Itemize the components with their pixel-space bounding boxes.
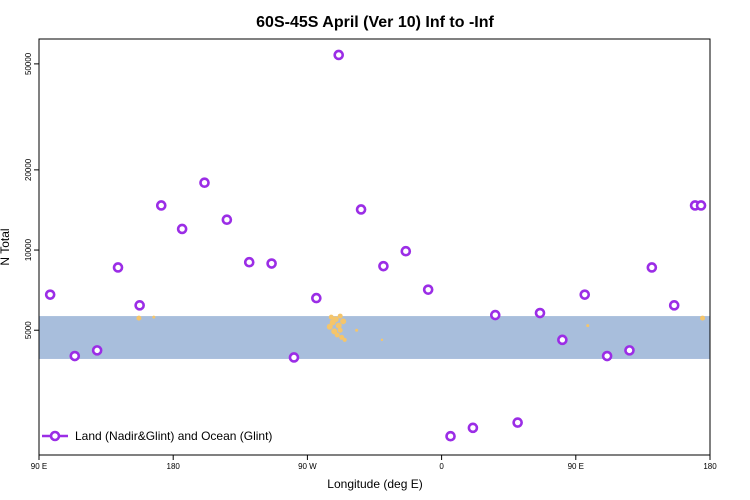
x-axis-label: Longitude (deg E) <box>327 477 422 491</box>
data-point <box>646 262 658 273</box>
land-speck <box>136 315 142 321</box>
data-point <box>355 204 367 215</box>
data-point <box>112 262 124 273</box>
data-point <box>624 345 635 356</box>
data-point <box>378 260 389 272</box>
data-point <box>601 350 613 362</box>
land-speck <box>339 334 345 340</box>
x-tick-label: 90 E <box>31 462 47 471</box>
data-point <box>155 200 167 211</box>
chart-title: 60S-45S April (Ver 10) Inf to -Inf <box>256 14 494 31</box>
legend-marker <box>49 430 61 442</box>
land-speck <box>326 323 333 330</box>
land-speck <box>334 332 340 338</box>
land-speck <box>337 327 343 333</box>
data-point <box>557 334 568 346</box>
x-axis: 90 E 180 90 W 0 90 E 180 <box>31 455 717 471</box>
data-point <box>668 300 680 311</box>
legend: Land (Nadir&Glint) and Ocean (Glint) <box>42 429 272 443</box>
plot-frame <box>38 38 711 456</box>
x-tick-label: 90 W <box>298 462 317 471</box>
land-speck <box>335 322 342 329</box>
data-point <box>243 256 255 268</box>
land-speck <box>380 338 384 342</box>
land-speck <box>700 315 706 321</box>
data-point <box>512 417 523 428</box>
data-point <box>467 422 479 434</box>
data-point <box>445 430 456 442</box>
data-point <box>400 245 412 257</box>
y-axis-label: N Total <box>0 228 12 265</box>
data-point <box>176 223 188 235</box>
x-tick-label: 90 E <box>568 462 584 471</box>
data-point <box>534 307 546 319</box>
legend-label: Land (Nadir&Glint) and Ocean (Glint) <box>75 429 272 443</box>
y-axis: 5000 10000 20000 50000 <box>24 52 39 339</box>
land-speck <box>328 314 334 320</box>
ocean-band <box>39 316 710 359</box>
land-layer <box>136 313 706 342</box>
land-speck <box>332 316 339 323</box>
land-speck <box>342 337 347 342</box>
land-speck <box>586 324 590 328</box>
data-point <box>91 345 103 356</box>
data-point <box>422 284 434 295</box>
y-tick-label: 10000 <box>24 238 33 261</box>
ocean-band-layer <box>39 316 710 359</box>
x-tick-label: 180 <box>703 462 717 471</box>
points-layer <box>44 49 707 442</box>
data-point <box>69 350 81 362</box>
land-speck <box>152 315 156 319</box>
land-speck <box>337 313 343 319</box>
land-speck <box>340 318 347 325</box>
data-point <box>579 289 591 300</box>
data-point <box>333 49 345 61</box>
data-point <box>288 352 300 363</box>
x-tick-label: 180 <box>167 462 181 471</box>
data-point <box>199 177 210 188</box>
data-point <box>489 309 501 321</box>
land-speck <box>331 328 338 335</box>
data-point <box>311 292 322 304</box>
data-point <box>221 214 233 225</box>
y-tick-label: 20000 <box>24 158 33 181</box>
y-tick-label: 50000 <box>24 52 33 75</box>
land-speck <box>355 328 359 332</box>
data-point <box>266 258 277 269</box>
data-point <box>695 200 707 211</box>
y-tick-label: 5000 <box>24 321 33 339</box>
data-point <box>44 289 56 300</box>
x-tick-label: 0 <box>439 462 444 471</box>
data-point <box>134 300 145 311</box>
